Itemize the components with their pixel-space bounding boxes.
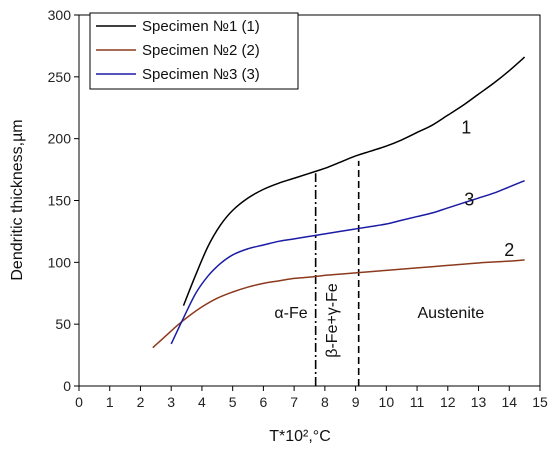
x-tick-label: 4 xyxy=(198,394,206,410)
y-tick-label: 300 xyxy=(48,7,72,23)
region-label-1: α-Fe xyxy=(274,305,307,322)
y-tick-label: 250 xyxy=(48,69,72,85)
x-tick-label: 14 xyxy=(501,394,517,410)
region-label-2: Austenite xyxy=(418,305,485,322)
x-tick-label: 7 xyxy=(290,394,298,410)
x-tick-label: 3 xyxy=(167,394,175,410)
x-tick-label: 12 xyxy=(440,394,456,410)
y-axis-title: Dendritic thickness,µm xyxy=(9,119,26,280)
legend-entry-3: Specimen №3 (3) xyxy=(142,66,260,83)
chart-marks: α-Fe Austenite β-Fe+γ-Fe 1 3 2 xyxy=(152,56,526,386)
y-tick-label: 150 xyxy=(48,193,72,209)
y-tick-label: 100 xyxy=(48,254,72,270)
x-tick-label: 15 xyxy=(532,394,548,410)
y-tick-label: 0 xyxy=(63,378,71,394)
series-line-1 xyxy=(182,56,526,306)
x-tick-label: 5 xyxy=(229,394,237,410)
curve-label-3: 3 xyxy=(464,189,474,209)
x-tick-label: 9 xyxy=(352,394,360,410)
series-line-2 xyxy=(152,259,525,349)
legend: Specimen №1 (1) Specimen №2 (2) Specimen… xyxy=(89,12,299,90)
region-label-3: β-Fe+γ-Fe xyxy=(324,283,341,358)
x-tick-label: 1 xyxy=(106,394,114,410)
legend-entry-1: Specimen №1 (1) xyxy=(142,18,260,35)
x-tick-label: 10 xyxy=(379,394,395,410)
curve-label-1: 1 xyxy=(461,118,471,138)
x-tick-label: 13 xyxy=(471,394,487,410)
x-axis-title: T*10²,°C xyxy=(269,428,331,445)
y-tick-label: 50 xyxy=(55,316,71,332)
x-tick-label: 0 xyxy=(75,394,83,410)
x-tick-label: 2 xyxy=(137,394,145,410)
x-tick-label: 8 xyxy=(321,394,329,410)
legend-entry-2: Specimen №2 (2) xyxy=(142,42,260,59)
series-line-3 xyxy=(170,180,525,345)
curve-label-2: 2 xyxy=(504,240,514,260)
x-tick-label: 6 xyxy=(260,394,268,410)
x-tick-label: 11 xyxy=(410,394,425,410)
y-tick-label: 200 xyxy=(48,131,72,147)
